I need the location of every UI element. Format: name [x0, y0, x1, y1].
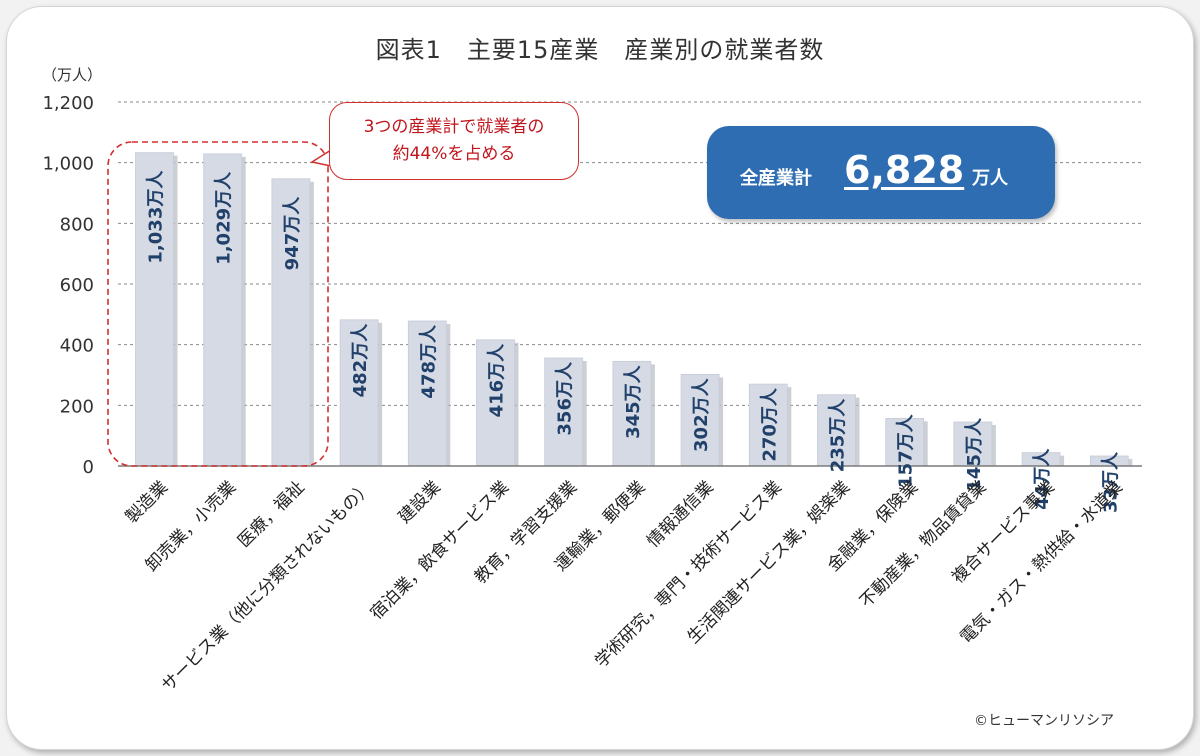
y-tick-label: 400	[60, 336, 94, 357]
bar-data-label: 345万人	[623, 364, 644, 439]
x-category-label: 情報通信業	[643, 477, 717, 551]
callout-pointer-fill	[312, 150, 331, 166]
y-tick-label: 0	[83, 457, 94, 478]
bar	[203, 153, 243, 467]
bar-data-label: 947万人	[282, 196, 303, 271]
highlight-region	[107, 141, 329, 467]
copyright-text: ©ヒューマンリソシア	[974, 713, 1114, 729]
y-tick-label: 600	[60, 275, 94, 296]
bar-data-label: 145万人	[964, 417, 985, 492]
bar	[817, 394, 856, 467]
bar	[544, 357, 584, 467]
bar	[407, 320, 447, 467]
callout-pointer	[310, 149, 332, 167]
y-tick-label: 1,000	[42, 154, 94, 175]
bar-data-label: 478万人	[418, 324, 439, 399]
total-box	[707, 126, 1055, 219]
bar	[476, 339, 515, 467]
x-category-label: 不動産業，物品賃貸業	[856, 477, 990, 611]
x-category-label: 宿泊業，飲食サービス業	[367, 477, 513, 623]
bar-data-label: 270万人	[759, 387, 780, 462]
bar-data-label: 235万人	[828, 398, 849, 473]
bar-data-label: 1,029万人	[214, 171, 235, 265]
chart-title: 図表1 主要15産業 産業別の就業者数	[375, 36, 825, 64]
bar-data-label: 44万人	[1032, 448, 1053, 510]
total-label: 全産業計	[740, 168, 812, 189]
bar-data-label: 1,033万人	[146, 170, 167, 264]
callout-box	[329, 102, 579, 180]
x-category-label: 建設業	[395, 477, 445, 527]
bar	[680, 373, 720, 467]
bar	[612, 360, 652, 467]
x-category-label: 製造業	[122, 477, 172, 527]
y-axis-unit-label: （万人）	[42, 66, 103, 84]
total-unit: 万人	[972, 168, 1008, 189]
bar	[953, 421, 993, 467]
bar-data-label: 302万人	[691, 377, 712, 452]
bar-data-label: 157万人	[896, 413, 917, 488]
total-value: 6,828	[844, 148, 965, 192]
bar	[271, 178, 311, 467]
y-tick-label: 800	[60, 214, 94, 235]
callout-text: 3つの産業計で就業者の 約44%を占める	[363, 117, 545, 164]
bar-data-label: 356万人	[555, 361, 576, 436]
bar	[748, 383, 788, 467]
bar-data-label: 416万人	[487, 343, 508, 418]
bar-data-label: 33万人	[1100, 451, 1121, 513]
bar	[339, 319, 379, 467]
y-tick-label: 1,200	[42, 93, 94, 114]
y-tick-label: 200	[60, 396, 94, 417]
bar	[135, 152, 174, 467]
x-category-label: 医療，福祉	[234, 477, 308, 551]
bar-data-label: 482万人	[350, 323, 371, 398]
